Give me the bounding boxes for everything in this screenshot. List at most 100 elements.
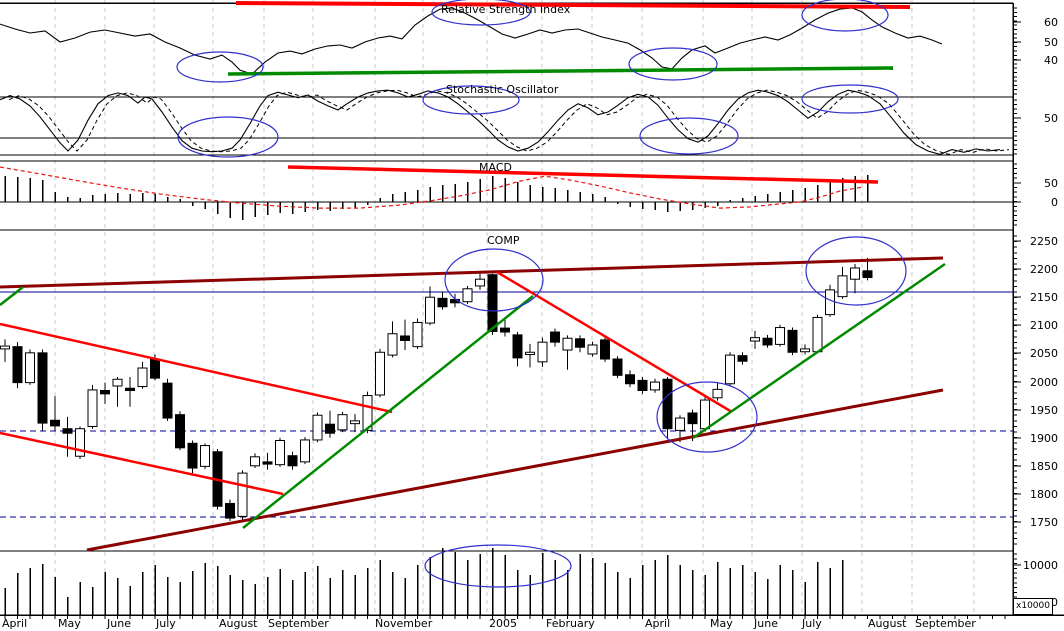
rsi-resistance-line (235, 1, 911, 9)
candlestick (100, 389, 110, 395)
x-axis-label: August (868, 617, 907, 630)
y-axis-label: 1800 (1030, 488, 1058, 501)
candlestick (612, 358, 623, 376)
macd-signal-line (0, 166, 863, 209)
stoch-panel-title: Stochastic Oscillator (446, 83, 559, 96)
y-axis-label: 2100 (1030, 319, 1058, 332)
candlestick (837, 275, 848, 298)
y-axis-label: 2200 (1030, 263, 1058, 276)
y-axis-label: 1750 (1030, 516, 1058, 529)
candlestick (625, 374, 635, 385)
rsi-support-line (227, 66, 894, 76)
price-2005-high-ellipse (805, 236, 907, 306)
candlestick (512, 334, 523, 359)
candlestick (337, 414, 348, 431)
candlestick (300, 439, 310, 463)
x-axis-label: June (106, 617, 131, 630)
candlestick (687, 412, 698, 425)
uptrend-2004 (242, 295, 534, 529)
candlestick (725, 354, 735, 385)
y-axis-label: 40 (1044, 54, 1058, 67)
candlestick (312, 414, 323, 441)
x-axis-label: November (375, 617, 433, 630)
stoch-2005-low-ellipse (639, 117, 739, 155)
stoch-2004-peak-ellipse (422, 85, 520, 115)
candlestick (600, 339, 610, 360)
candlestick (737, 355, 748, 362)
y-axis-label: 1900 (1030, 432, 1058, 445)
candlestick (487, 274, 498, 332)
candlestick (562, 337, 573, 351)
macd-trendline (287, 165, 879, 184)
candlestick (637, 379, 648, 391)
rsi-2005-peak-ellipse (801, 0, 889, 32)
candlestick (412, 321, 423, 348)
candlestick (662, 378, 673, 430)
candlestick (437, 297, 448, 308)
price-2005-low-ellipse (656, 381, 758, 453)
uptrend-2005 (692, 262, 946, 440)
rsi-2005-low-ellipse (628, 47, 718, 81)
volume-surge-ellipse (424, 544, 572, 588)
candlestick (787, 329, 798, 353)
x-axis-label: September (268, 617, 329, 630)
price-lower-channel (86, 388, 944, 552)
candlestick (550, 331, 560, 343)
y-axis-label: 60 (1044, 16, 1058, 29)
x-axis-label: July (801, 617, 822, 630)
candlestick (25, 352, 35, 384)
candlestick (387, 333, 398, 356)
price-upper-channel (0, 256, 944, 289)
candlestick (62, 428, 73, 434)
candlestick (825, 289, 835, 316)
x-axis-label: August (219, 617, 258, 630)
x-axis-label: 2005 (489, 617, 517, 630)
stoch-2005-peak-ellipse (801, 84, 899, 114)
candlestick (50, 419, 60, 427)
y-axis-label: 2000 (1030, 376, 1058, 389)
y-axis-label: 1950 (1030, 404, 1058, 417)
candlestick (275, 440, 285, 466)
candlestick (225, 502, 235, 519)
candlestick (375, 351, 385, 396)
candlestick (125, 387, 135, 391)
candlestick (812, 316, 823, 353)
candlestick (700, 399, 710, 430)
candlestick (12, 346, 23, 384)
candlestick (400, 335, 410, 341)
y-axis-label: 50 (1044, 177, 1058, 190)
candlestick (250, 456, 260, 467)
rsi-line (0, 7, 943, 75)
rsi-2004-peak-ellipse (431, 0, 531, 26)
candlestick (500, 327, 510, 333)
macd-panel-title: MACD (479, 161, 512, 174)
stochastic-d-line (8, 89, 1010, 155)
x-axis-label: April (645, 617, 670, 630)
candlestick (187, 442, 198, 469)
x-axis-label: May (58, 617, 81, 630)
x-axis-label: July (155, 617, 176, 630)
x-axis-label: June (753, 617, 778, 630)
candlestick (425, 296, 435, 324)
x-axis-label: May (710, 617, 733, 630)
candlestick (650, 381, 660, 391)
x-axis-label: February (546, 617, 595, 630)
y-axis-label: 10000 (1023, 559, 1058, 572)
y-axis-label: 2050 (1030, 347, 1058, 360)
candlestick (75, 428, 85, 457)
candlestick (287, 455, 298, 467)
candlestick (162, 382, 173, 419)
candlestick (112, 378, 123, 387)
candlestick (775, 327, 785, 345)
downtrend-2005 (496, 270, 733, 414)
candlestick (0, 345, 10, 350)
rsi-panel-title: Relative Strength Index (441, 3, 571, 16)
candlestick (675, 417, 685, 431)
candlestick (325, 423, 335, 434)
downtrend-2004-upper (0, 322, 393, 414)
candlestick (462, 288, 473, 303)
x-axis-label: September (915, 617, 976, 630)
candlestick (87, 389, 98, 427)
